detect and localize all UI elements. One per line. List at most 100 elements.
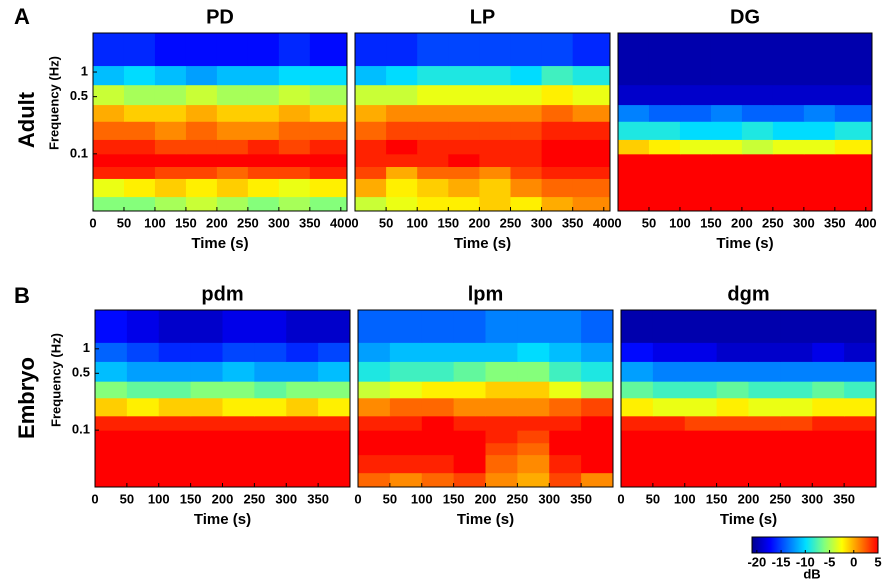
- heatmap-cell: [123, 196, 156, 212]
- heatmap-cell: [185, 153, 218, 167]
- x-tick-label: 150: [700, 215, 722, 230]
- heatmap-cell: [772, 196, 805, 212]
- x-tick-label: 0: [351, 215, 358, 230]
- y-tick-label: 0.1: [72, 422, 90, 437]
- x-axis-label: Time (s): [720, 511, 777, 528]
- heatmap-cell: [549, 397, 582, 417]
- heatmap-cell: [389, 381, 423, 399]
- heatmap-cell: [510, 104, 543, 122]
- heatmap-cell: [572, 196, 611, 212]
- heatmap-cell: [679, 139, 712, 155]
- heatmap-cell: [780, 361, 813, 382]
- heatmap-cell: [158, 442, 192, 456]
- heatmap-cell: [247, 33, 280, 67]
- heatmap-cell: [485, 310, 518, 343]
- heatmap-cell: [247, 153, 280, 167]
- heatmap-cell: [358, 310, 391, 343]
- heatmap-cell: [154, 178, 187, 198]
- heatmap-cell: [355, 84, 387, 106]
- heatmap-cell: [679, 104, 712, 122]
- heatmap-cell: [355, 65, 387, 86]
- x-tick-label: 150: [443, 491, 465, 506]
- x-tick-label: 350: [824, 215, 846, 230]
- heatmap-cell: [286, 310, 319, 343]
- x-tick-label: 350: [307, 491, 329, 506]
- heatmap-cell: [421, 361, 455, 382]
- heatmap-cell: [772, 139, 805, 155]
- x-tick-label: 0: [354, 491, 361, 506]
- x-tick-label: 200: [469, 215, 491, 230]
- heatmap-cell: [716, 472, 749, 488]
- heatmap-cell: [510, 84, 543, 106]
- heatmap-cell: [389, 472, 423, 488]
- x-tick-label: 0: [614, 215, 621, 230]
- heatmap-cell: [222, 472, 255, 488]
- y-tick-label: 1: [83, 340, 90, 355]
- x-tick-label: 350: [570, 491, 592, 506]
- x-tick-label: 400: [855, 215, 877, 230]
- heatmap-cell: [126, 361, 160, 382]
- heatmap-cell: [247, 104, 280, 122]
- heatmap-cell: [479, 104, 511, 122]
- x-tick-label: 50: [642, 215, 656, 230]
- heatmap-cell: [679, 65, 712, 86]
- heatmap-cell: [648, 139, 681, 155]
- heatmap-cell: [541, 153, 574, 167]
- heatmap-cell: [154, 84, 187, 106]
- x-tick-label: 300: [531, 215, 553, 230]
- heatmap-cell: [679, 121, 712, 140]
- heatmap-cell: [386, 121, 418, 140]
- heatmap-cell: [355, 196, 387, 212]
- heatmap-cell: [716, 361, 749, 382]
- heatmap-cell: [358, 472, 391, 488]
- heatmap-cell: [772, 153, 805, 167]
- heatmap-cell: [684, 397, 718, 417]
- heatmap-cell: [190, 397, 223, 417]
- y-tick-label: 0.5: [72, 365, 90, 380]
- heatmap-cell: [772, 84, 805, 106]
- x-tick-label: 250: [237, 215, 259, 230]
- heatmap-cell: [710, 153, 743, 167]
- heatmap-cell: [780, 342, 813, 362]
- heatmap-cell: [358, 415, 391, 431]
- heatmap-cell: [417, 178, 449, 198]
- heatmap-cell: [286, 430, 319, 444]
- heatmap-cell: [386, 166, 418, 179]
- heatmap-cell: [572, 121, 611, 140]
- heatmap-cell: [541, 104, 574, 122]
- heatmap-cell: [417, 84, 449, 106]
- chart-title: DG: [730, 6, 760, 28]
- heatmap-cell: [123, 65, 156, 86]
- heatmap-cell: [254, 342, 287, 362]
- heatmap-cell: [772, 104, 805, 122]
- heatmap-cell: [222, 415, 255, 431]
- x-tick-label: 300: [538, 491, 560, 506]
- heatmap-cell: [803, 33, 836, 67]
- heatmap-cell: [716, 454, 749, 474]
- heatmap-cell: [748, 442, 781, 456]
- heatmap-cell: [803, 196, 836, 212]
- heatmap-cell: [648, 178, 681, 198]
- heatmap-cell: [652, 430, 686, 444]
- y-axis-label: Frequency (Hz): [48, 333, 63, 427]
- heatmap-cell: [741, 121, 774, 140]
- x-tick-label: 200: [738, 491, 760, 506]
- heatmap-cell: [748, 472, 781, 488]
- heatmap-cell: [834, 166, 873, 179]
- heatmap-cell: [572, 104, 611, 122]
- heatmap-cell: [618, 33, 650, 67]
- heatmap-cell: [648, 65, 681, 86]
- x-tick-label: 100: [406, 215, 428, 230]
- heatmap-cell: [679, 178, 712, 198]
- heatmap-cell: [621, 310, 654, 343]
- heatmap-cell: [812, 430, 845, 444]
- heatmap-cell: [741, 178, 774, 198]
- heatmap-cell: [286, 342, 319, 362]
- heatmap-cell: [581, 342, 614, 362]
- heatmap-cell: [286, 472, 319, 488]
- heatmap-cell: [517, 454, 550, 474]
- heatmap-cell: [581, 361, 614, 382]
- heatmap-cell: [185, 65, 218, 86]
- x-tick-label: 300: [275, 491, 297, 506]
- heatmap-cell: [386, 84, 418, 106]
